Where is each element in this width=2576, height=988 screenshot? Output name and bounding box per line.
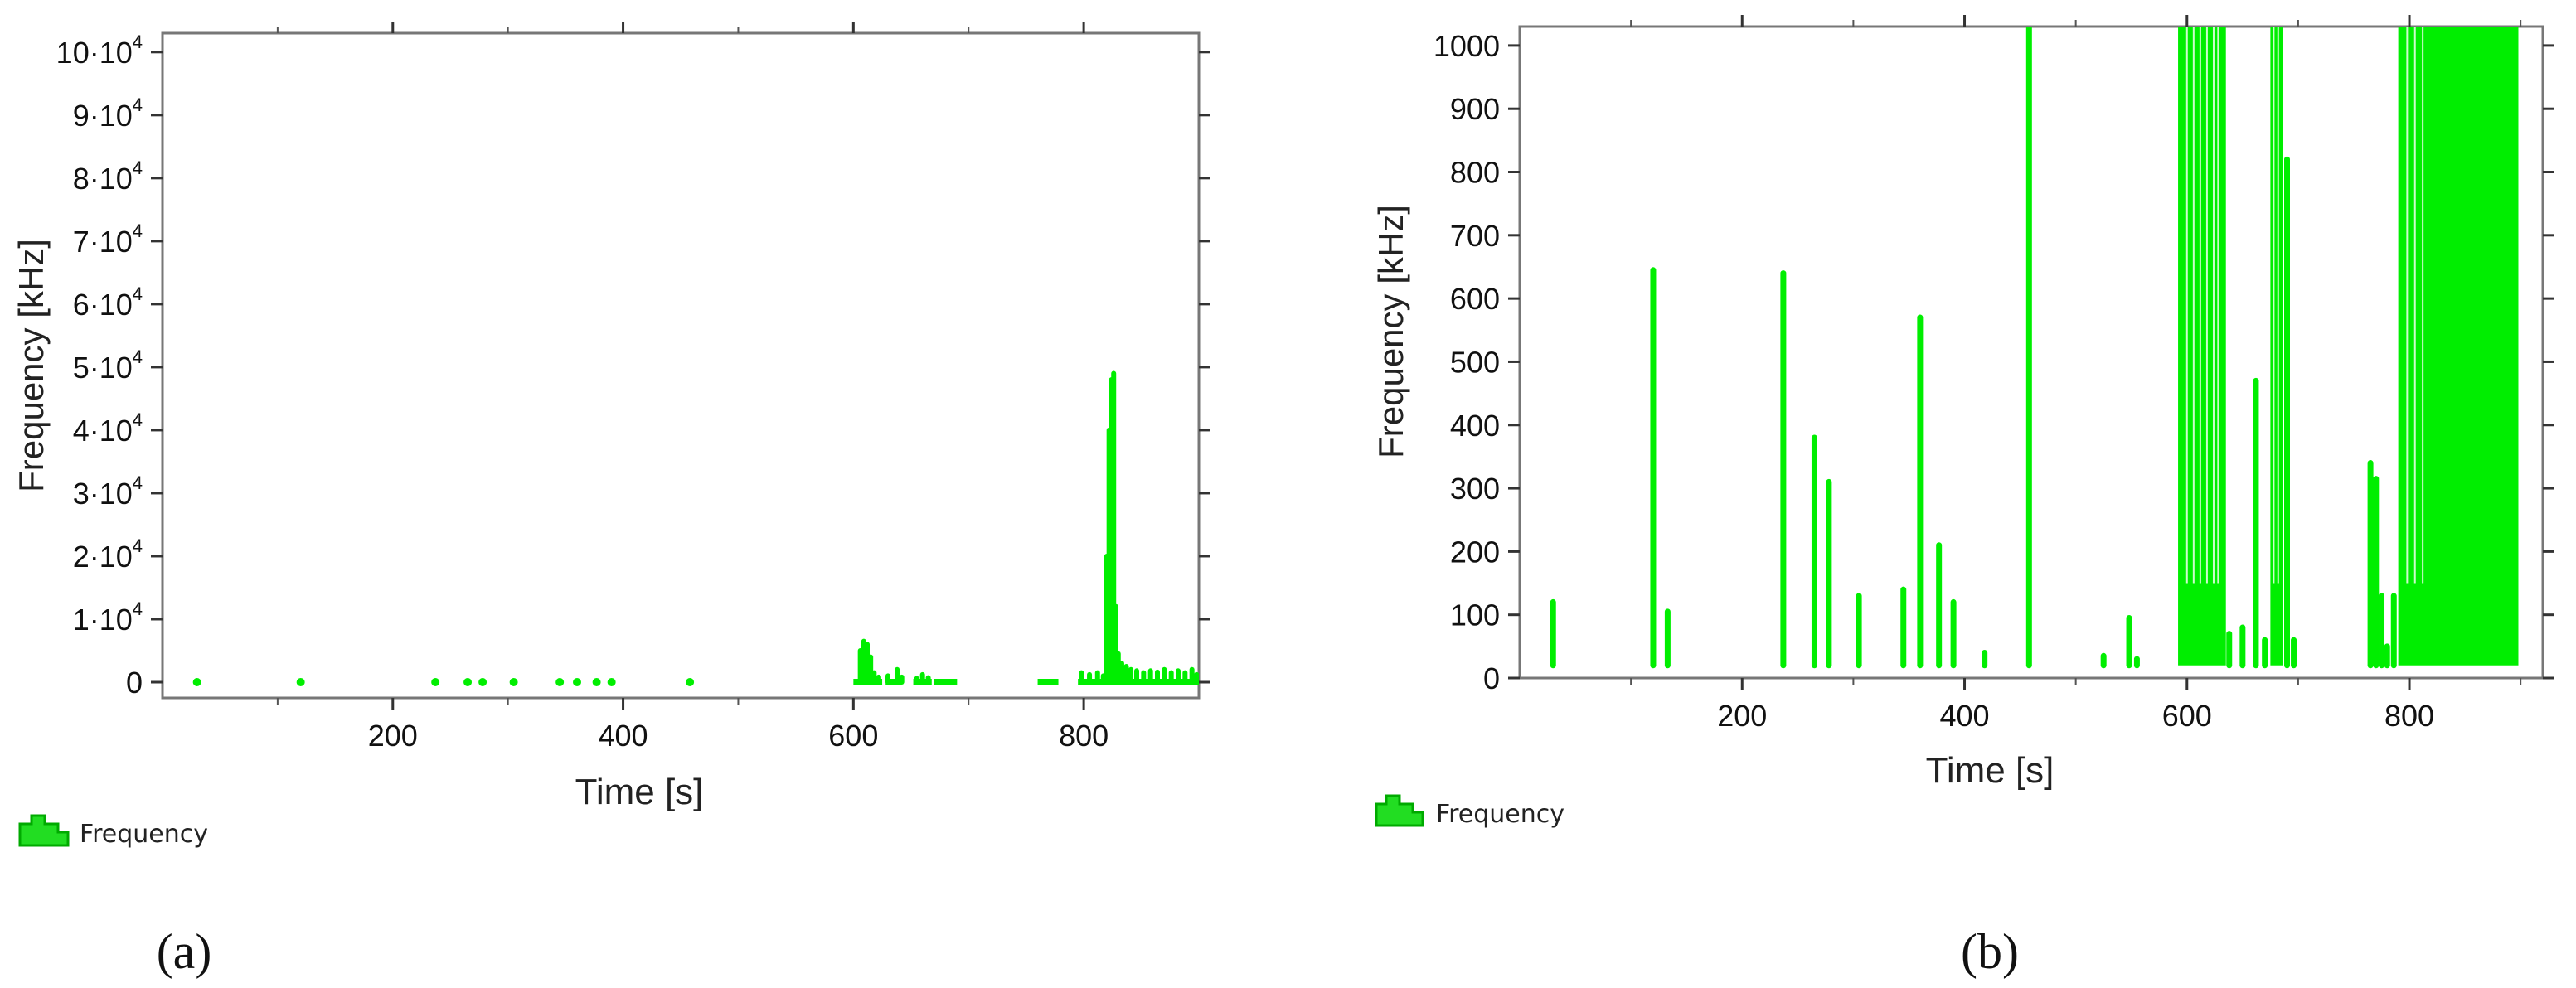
panel-label-b: (b)	[1961, 924, 2019, 979]
y-tick-label-a-1: 1·104	[73, 598, 143, 637]
data-point-a-3	[463, 677, 473, 686]
y-tick-label-a-4: 4·104	[73, 409, 143, 448]
plot-frame-a	[161, 31, 1201, 700]
y-tick-label-b-0: 0	[1483, 661, 1500, 695]
chart-panel-a: 200 400 600 800 0 1·104 2·104 3·104 4·104 5·104 6·…	[12, 22, 1210, 979]
data-point-a-5	[509, 677, 518, 686]
y-tick-label-a-6: 6·104	[73, 283, 143, 322]
y-tick-label-a-9: 9·104	[73, 94, 143, 133]
legend-a: Frequency	[18, 814, 208, 849]
data-band-b-1	[2270, 27, 2283, 666]
y-tick-label-b-2: 200	[1450, 535, 1500, 569]
x-tick-label-a-0: 200	[368, 719, 418, 753]
data-point-a-0	[192, 677, 201, 686]
marks-b	[1550, 27, 2519, 669]
x-tick-label-a-1: 400	[599, 719, 648, 753]
legend-swatch-icon-b	[1375, 794, 1424, 827]
y-tick-label-b-3: 300	[1450, 472, 1500, 506]
legend-b: Frequency	[1375, 794, 1565, 829]
data-point-a-9	[607, 677, 616, 686]
data-point-a-4	[478, 677, 488, 686]
chart-panel-b: 200 400 600 800 0 100 200 300 400 500 600 700 800 900…	[1371, 15, 2554, 979]
axes-a: 200 400 600 800 0 1·104 2·104 3·104 4·104 5·104 6·…	[56, 22, 1210, 753]
legend-label-a: Frequency	[80, 820, 208, 849]
data-point-a-8	[592, 677, 601, 686]
x-tick-label-b-2: 600	[2162, 699, 2212, 733]
data-point-a-1	[296, 677, 305, 686]
y-tick-label-b-5: 500	[1450, 345, 1500, 379]
x-tick-label-a-3: 800	[1059, 719, 1109, 753]
y-tick-label-b-7: 700	[1450, 219, 1500, 253]
y-tick-label-a-5: 5·104	[73, 346, 143, 385]
legend-label-b: Frequency	[1436, 800, 1565, 829]
y-tick-label-a-3: 3·104	[73, 472, 143, 511]
marks-a	[192, 370, 1199, 686]
y-tick-label-b-8: 800	[1450, 156, 1500, 190]
x-tick-label-b-3: 800	[2384, 699, 2434, 733]
x-tick-label-b-0: 200	[1717, 699, 1767, 733]
axes-b: 200 400 600 800 0 100 200 300 400 500 600 700 800 900…	[1434, 15, 2554, 733]
y-axis-label-a: Frequency [kHz]	[12, 239, 51, 492]
x-axis-label-b: Time [s]	[1926, 750, 2054, 791]
data-point-a-6	[555, 677, 565, 686]
legend-swatch-icon-a	[18, 814, 70, 847]
x-tick-label-a-2: 600	[828, 719, 878, 753]
y-tick-label-a-0: 0	[126, 666, 143, 700]
data-point-a-10	[686, 677, 695, 686]
y-tick-label-a-10: 10·104	[56, 31, 143, 70]
y-tick-label-b-9: 900	[1450, 92, 1500, 126]
x-axis-label-a: Time [s]	[575, 772, 704, 812]
data-point-a-2	[431, 677, 440, 686]
y-tick-label-a-7: 7·104	[73, 220, 143, 259]
x-tick-label-b-1: 400	[1939, 699, 1989, 733]
data-point-a-7	[573, 677, 581, 686]
data-band-b-2	[2398, 27, 2519, 666]
y-tick-label-a-8: 8·104	[73, 157, 143, 196]
y-tick-label-b-1: 100	[1450, 598, 1500, 632]
panel-label-a: (a)	[157, 924, 212, 979]
y-tick-label-a-2: 2·104	[73, 535, 143, 574]
y-axis-label-b: Frequency [kHz]	[1371, 205, 1410, 458]
y-tick-label-b-10: 1000	[1434, 29, 1500, 63]
y-tick-label-b-6: 600	[1450, 282, 1500, 316]
y-tick-label-b-4: 400	[1450, 409, 1500, 443]
